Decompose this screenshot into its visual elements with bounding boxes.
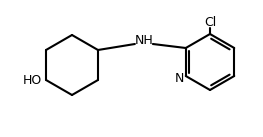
Text: NH: NH: [134, 35, 153, 48]
Text: N: N: [175, 72, 184, 85]
Text: HO: HO: [22, 73, 42, 86]
Text: Cl: Cl: [204, 16, 216, 29]
